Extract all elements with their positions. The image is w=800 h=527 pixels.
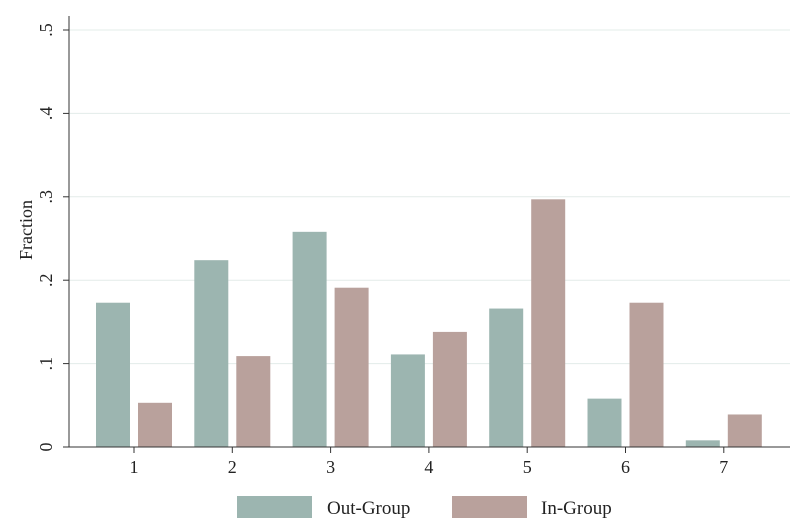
bar-in-group-3 — [334, 287, 369, 447]
bar-in-group-1 — [138, 402, 172, 447]
x-tick-label: 3 — [326, 457, 335, 477]
bar-out-group-2 — [194, 260, 229, 447]
bar-out-group-5 — [489, 308, 524, 447]
x-tick-label: 6 — [621, 457, 630, 477]
legend-label-out-group: Out-Group — [327, 498, 410, 519]
y-tick-label: .2 — [36, 273, 56, 287]
bar-in-group-2 — [236, 356, 271, 447]
legend-label-in-group: In-Group — [541, 498, 612, 519]
legend-swatch-in-group — [452, 496, 527, 518]
x-tick-label: 5 — [523, 457, 532, 477]
y-tick-label: 0 — [36, 443, 56, 452]
bar-in-group-7 — [727, 414, 762, 447]
y-tick-label: .5 — [36, 23, 56, 37]
bar-out-group-6 — [587, 398, 622, 447]
bar-in-group-5 — [531, 199, 566, 447]
x-tick-label: 7 — [719, 457, 728, 477]
bar-out-group-1 — [96, 302, 130, 447]
axes: 0 .1 .2 .3 .4 .5 1 2 3 4 5 6 7 — [36, 16, 790, 477]
legend-swatch-out-group — [237, 496, 312, 518]
gridlines — [69, 29, 790, 365]
bar-in-group-4 — [432, 331, 467, 447]
bar-in-group-6 — [629, 302, 664, 447]
y-axis-label: Fraction — [16, 200, 36, 260]
bar-out-group-7 — [685, 440, 720, 447]
x-tick-label: 1 — [130, 457, 139, 477]
y-tick-label: .4 — [36, 107, 56, 121]
x-tick-label: 4 — [424, 457, 433, 477]
legend: Out-Group In-Group — [237, 496, 612, 519]
y-tick-label: .1 — [36, 357, 56, 371]
bars — [96, 199, 762, 447]
bar-out-group-4 — [390, 354, 425, 447]
x-tick-label: 2 — [228, 457, 237, 477]
bar-out-group-3 — [292, 231, 327, 447]
y-tick-label: .3 — [36, 190, 56, 204]
